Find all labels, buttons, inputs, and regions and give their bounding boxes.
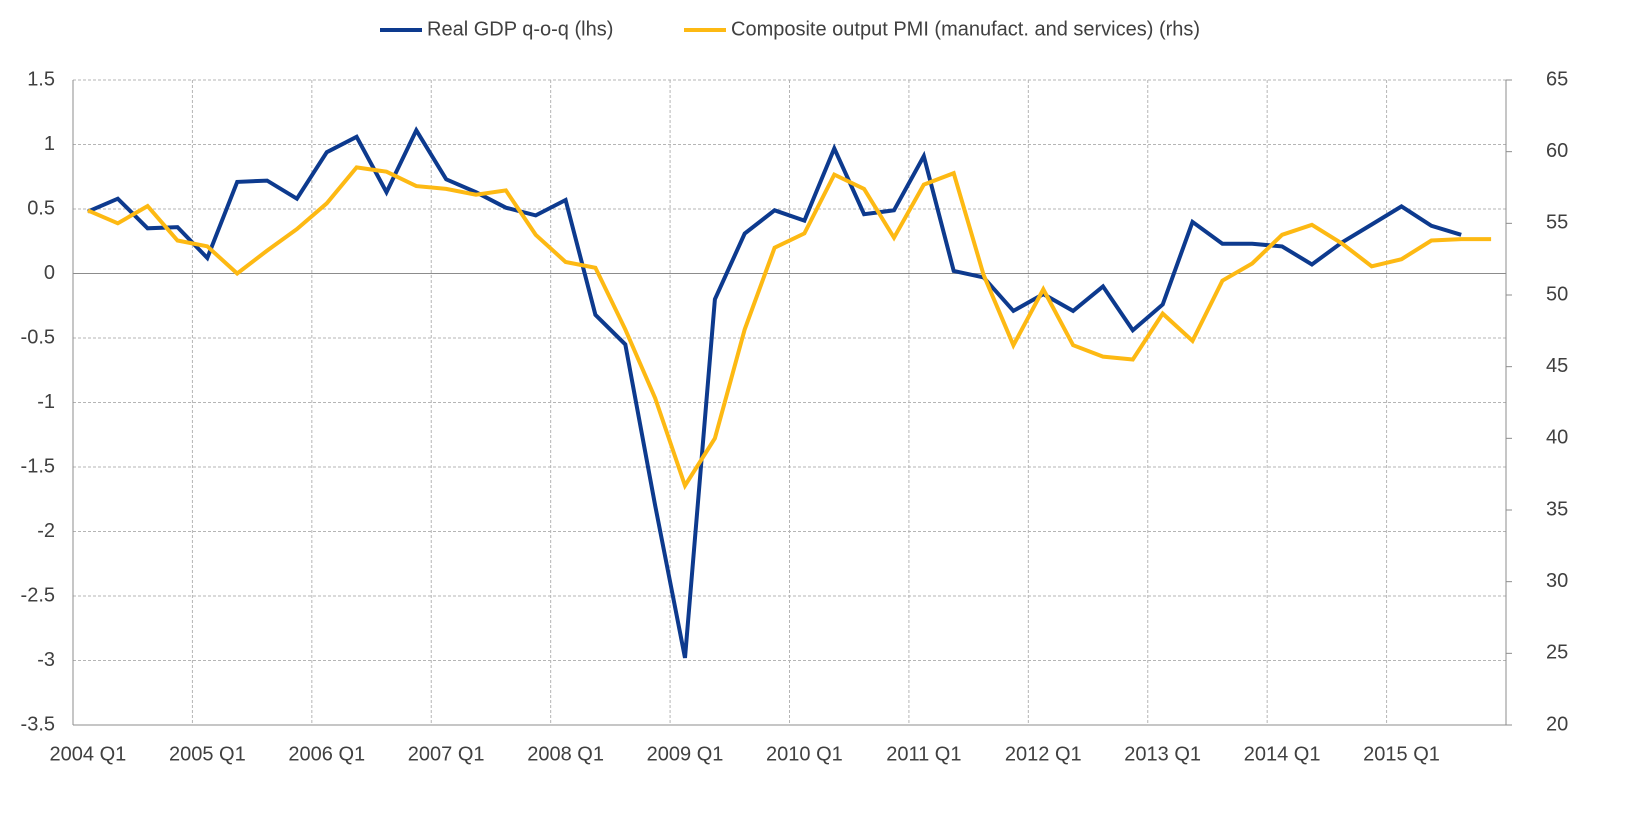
- y-tick-label: -1.5: [21, 455, 55, 477]
- y2-tick-label: 50: [1546, 283, 1568, 305]
- y2-tick-label: 45: [1546, 355, 1568, 377]
- x-tick-label: 2010 Q1: [766, 743, 843, 765]
- y-tick-label: 0: [44, 262, 55, 284]
- y2-tick-label: 65: [1546, 68, 1568, 90]
- x-tick-label: 2004 Q1: [50, 743, 127, 765]
- y-tick-label: -3.5: [21, 713, 55, 735]
- y-tick-label: -3: [37, 649, 55, 671]
- y-tick-label: 1.5: [27, 68, 55, 90]
- y2-tick-label: 30: [1546, 570, 1568, 592]
- legend-label: Composite output PMI (manufact. and serv…: [731, 18, 1200, 40]
- x-tick-label: 2011 Q1: [886, 743, 961, 765]
- y2-tick-label: 60: [1546, 140, 1568, 162]
- y2-tick-label: 20: [1546, 713, 1568, 735]
- y-tick-label: 0.5: [27, 197, 55, 219]
- y2-tick-label: 25: [1546, 642, 1568, 664]
- y2-tick-label: 35: [1546, 498, 1568, 520]
- y2-tick-label: 40: [1546, 427, 1568, 449]
- x-tick-label: 2012 Q1: [1005, 743, 1082, 765]
- y-tick-label: -0.5: [21, 326, 55, 348]
- x-tick-label: 2006 Q1: [288, 743, 365, 765]
- y-tick-label: -1: [37, 391, 55, 413]
- y-tick-label: -2: [37, 520, 55, 542]
- y-tick-label: 1: [44, 133, 55, 155]
- x-tick-label: 2015 Q1: [1363, 743, 1440, 765]
- x-tick-label: 2009 Q1: [647, 743, 724, 765]
- x-tick-label: 2014 Q1: [1244, 743, 1321, 765]
- series-line: [87, 126, 1462, 659]
- legend-label: Real GDP q-o-q (lhs): [427, 18, 613, 40]
- y-tick-label: -2.5: [21, 584, 55, 606]
- x-tick-label: 2007 Q1: [408, 743, 485, 765]
- y2-tick-label: 55: [1546, 212, 1568, 234]
- x-tick-label: 2005 Q1: [169, 743, 246, 765]
- series-line: [87, 165, 1492, 491]
- x-tick-label: 2013 Q1: [1124, 743, 1201, 765]
- x-tick-label: 2008 Q1: [527, 743, 604, 765]
